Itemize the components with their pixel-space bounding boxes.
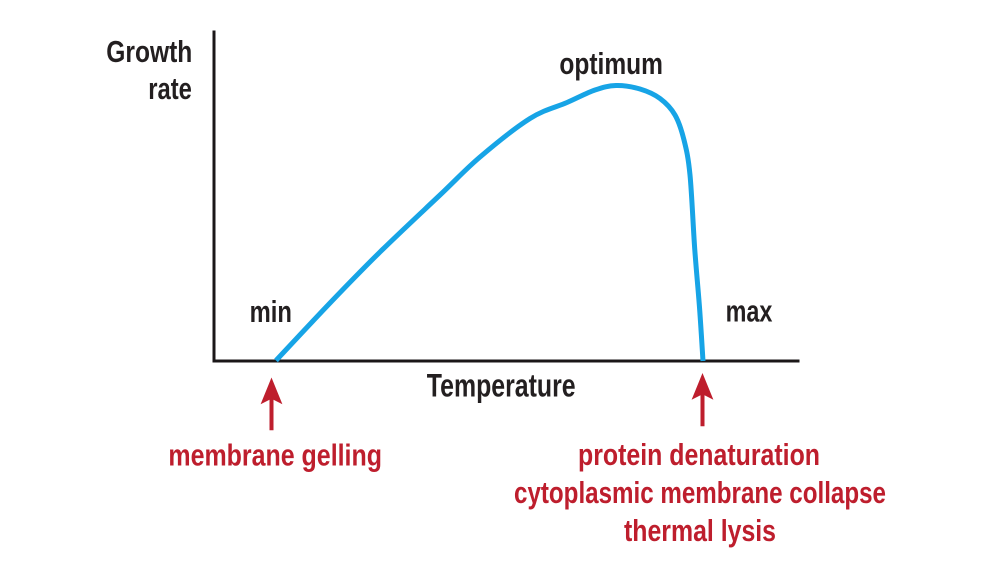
svg-text:cytoplasmic membrane collapse: cytoplasmic membrane collapse bbox=[514, 475, 886, 510]
svg-text:membrane gelling: membrane gelling bbox=[168, 437, 382, 472]
svg-text:max: max bbox=[726, 294, 773, 329]
svg-text:min: min bbox=[250, 294, 292, 329]
svg-text:Temperature: Temperature bbox=[427, 368, 576, 404]
svg-text:protein denaturation: protein denaturation bbox=[578, 437, 820, 472]
svg-text:Growth: Growth bbox=[106, 34, 192, 69]
svg-text:thermal lysis: thermal lysis bbox=[624, 513, 776, 548]
svg-text:optimum: optimum bbox=[559, 46, 663, 81]
svg-text:rate: rate bbox=[148, 71, 192, 106]
